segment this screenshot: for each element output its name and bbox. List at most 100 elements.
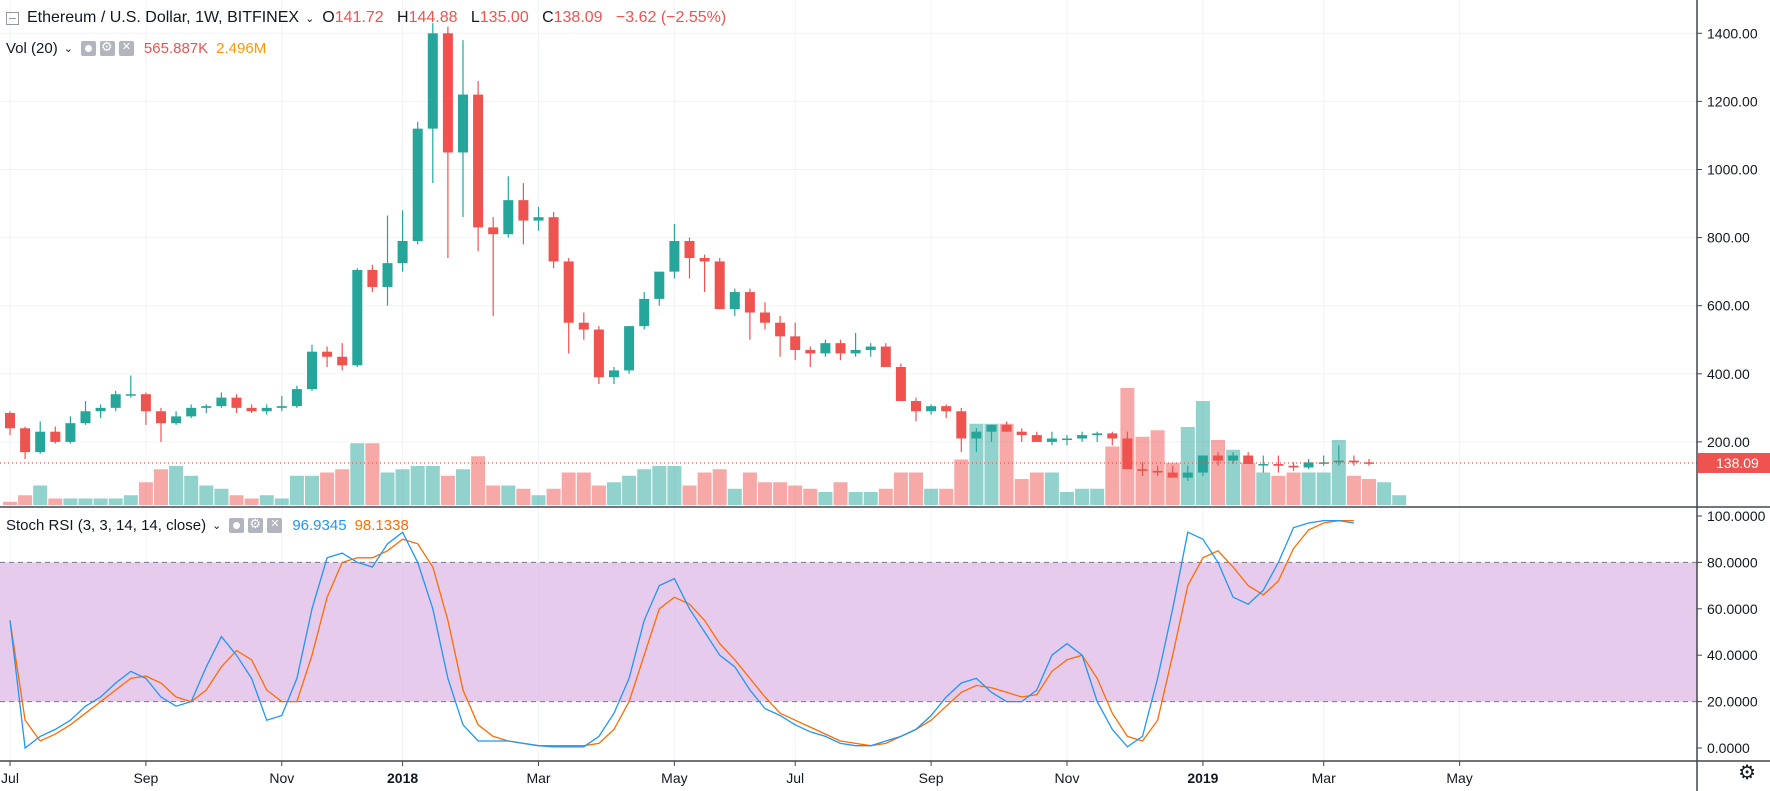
candle-body	[971, 431, 982, 439]
candle-body	[1062, 438, 1072, 440]
candle-body	[80, 411, 91, 424]
candle-body	[458, 94, 468, 153]
eye-icon[interactable]	[80, 41, 96, 56]
symbol-legend[interactable]: Ethereum / U.S. Dollar, 1W, BITFINEX ⌄ O…	[6, 9, 726, 27]
stoch-tick-label: 100.0000	[1707, 508, 1766, 524]
volume-bar	[471, 456, 486, 505]
candle-body	[442, 33, 453, 153]
volume-label: Vol (20)	[6, 40, 58, 57]
volume-bar	[909, 472, 923, 505]
volume-bar	[652, 466, 667, 505]
candle-body	[307, 351, 317, 390]
chevron-down-icon[interactable]: ⌄	[305, 12, 315, 25]
gear-icon[interactable]	[99, 39, 115, 56]
stoch-legend[interactable]: Stoch RSI (3, 3, 14, 14, close) ⌄ 96.934…	[6, 516, 409, 534]
volume-value: 565.887K	[143, 40, 209, 57]
volume-bar	[939, 488, 954, 505]
last-price-label: 138.09	[1716, 455, 1759, 471]
time-tick-label: Jul	[1, 770, 19, 786]
volume-bar	[365, 443, 380, 505]
volume-bar	[1029, 472, 1044, 505]
volume-bar	[1362, 479, 1376, 505]
volume-bar	[1044, 472, 1059, 505]
stoch-d-line	[9, 519, 1354, 747]
volume-bar	[969, 423, 984, 505]
volume-bar	[546, 488, 561, 505]
stoch-tick-label: 0.0000	[1707, 740, 1750, 756]
volume-bar	[184, 475, 199, 505]
volume-bar	[1346, 475, 1361, 505]
volume-bar	[531, 495, 546, 505]
candle-body	[171, 416, 182, 424]
eye-icon[interactable]	[229, 518, 245, 533]
settings-gear-icon[interactable]: ⚙	[1738, 762, 1756, 784]
volume-bar	[1301, 472, 1316, 505]
candle-body	[412, 128, 423, 242]
candle-body	[578, 322, 589, 330]
volume-bar	[516, 488, 531, 505]
stoch-tick-label: 20.0000	[1707, 694, 1758, 710]
chevron-down-icon[interactable]: ⌄	[212, 520, 222, 532]
candle-body	[805, 349, 816, 354]
stoch-d-value: 98.1338	[354, 517, 409, 534]
volume-bar	[320, 472, 335, 505]
volume-bar	[501, 485, 516, 505]
high-value: 144.88	[408, 9, 458, 26]
volume-bar	[1316, 472, 1331, 505]
candle-body	[397, 241, 408, 264]
candle-body	[911, 401, 921, 412]
candle-body	[291, 389, 302, 407]
candle-body	[880, 346, 891, 367]
candle-body	[140, 394, 151, 412]
volume-bar	[486, 485, 501, 505]
close-icon[interactable]	[267, 517, 283, 533]
candle-body	[714, 261, 725, 310]
candle-body	[609, 370, 619, 378]
time-tick-label: May	[661, 770, 687, 786]
close-value: 138.09	[553, 9, 603, 26]
time-tick-label: 2018	[387, 770, 418, 786]
volume-bar	[78, 498, 93, 505]
volume-bar	[1195, 401, 1210, 505]
candle-body	[593, 329, 604, 378]
volume-bar	[93, 498, 108, 505]
close-icon[interactable]	[118, 40, 134, 56]
candle-body	[1303, 462, 1314, 468]
candle-body	[1213, 455, 1223, 461]
volume-bar	[335, 469, 350, 505]
candle-body	[986, 424, 997, 432]
candle-body	[367, 269, 378, 287]
volume-bar	[561, 472, 576, 505]
volume-bar	[169, 466, 184, 505]
volume-bar	[848, 492, 863, 505]
candle-body	[1318, 462, 1329, 464]
volume-bar	[607, 482, 621, 505]
candle-body	[548, 217, 559, 262]
candle-body	[1243, 455, 1254, 465]
volume-bar	[48, 498, 63, 505]
volume-legend[interactable]: Vol (20) ⌄ 565.887K 2.496M	[6, 39, 266, 57]
chevron-down-icon[interactable]: ⌄	[63, 43, 73, 55]
candle-body	[941, 406, 952, 412]
candle-body	[850, 349, 861, 354]
candle-body	[1016, 431, 1027, 436]
candle-body	[1107, 433, 1118, 439]
collapse-icon[interactable]	[6, 11, 19, 25]
candle-body	[5, 412, 15, 429]
volume-bar	[289, 475, 304, 505]
volume-bar	[803, 488, 818, 505]
candle-body	[20, 428, 31, 453]
open-value: 141.72	[334, 9, 384, 26]
volume-bar	[410, 466, 425, 505]
candle-body	[669, 241, 680, 272]
volume-bar	[3, 501, 17, 505]
volume-bar	[229, 495, 244, 505]
candle-body	[563, 261, 574, 323]
candle-body	[231, 397, 242, 408]
candle-body	[1197, 455, 1208, 473]
gear-icon[interactable]	[248, 516, 264, 533]
candle-body	[1001, 424, 1012, 432]
candle-body	[926, 406, 937, 412]
time-tick-label: Sep	[133, 770, 158, 786]
